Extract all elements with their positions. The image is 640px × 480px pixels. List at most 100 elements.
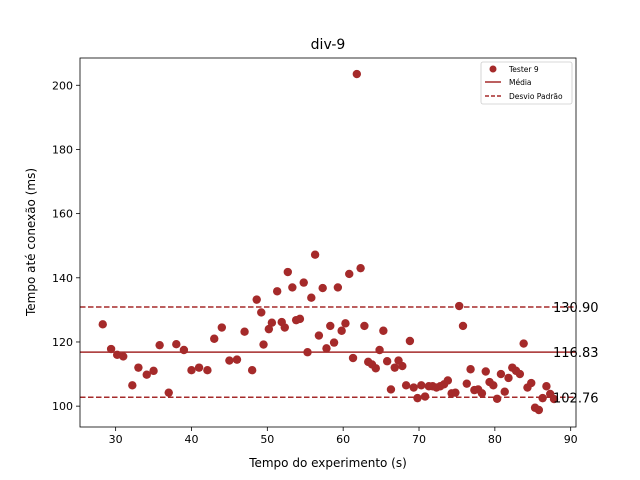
scatter-point	[405, 336, 415, 346]
x-axis-label: Tempo do experimento (s)	[248, 456, 407, 470]
scatter-point	[247, 366, 257, 375]
scatter-point	[341, 319, 350, 328]
scatter-point	[179, 345, 189, 355]
legend-label-tester: Tester 9	[508, 65, 539, 74]
std-lower-line-label: 102.76	[553, 391, 599, 406]
scatter-point	[203, 366, 212, 375]
scatter-point	[259, 340, 268, 349]
scatter-point	[314, 331, 324, 340]
data-points	[98, 69, 559, 415]
legend-label-mean: Média	[509, 78, 532, 87]
scatter-point	[409, 383, 418, 392]
scatter-point	[280, 323, 289, 332]
x-tick-label: 70	[412, 433, 426, 446]
scatter-point	[295, 314, 305, 324]
scatter-point	[500, 387, 509, 396]
scatter-point	[458, 321, 468, 331]
scatter-point	[106, 344, 116, 354]
scatter-point	[337, 326, 346, 335]
scatter-point	[420, 392, 430, 401]
scatter-point	[318, 283, 327, 293]
x-tick-label: 90	[564, 433, 578, 446]
y-axis-label: Tempo até conexão (ms)	[24, 168, 38, 317]
scatter-point	[194, 363, 204, 372]
scatter-point	[267, 318, 277, 327]
x-tick-label: 50	[260, 433, 274, 446]
scatter-point	[352, 69, 362, 79]
scatter-point	[155, 340, 164, 350]
scatter-point	[299, 278, 308, 287]
x-tick-label: 60	[336, 433, 350, 446]
y-tick-label: 120	[52, 336, 73, 349]
scatter-point	[504, 373, 513, 383]
scatter-point	[217, 323, 227, 332]
scatter-point	[477, 389, 487, 398]
scatter-point	[303, 348, 312, 357]
scatter-point	[333, 283, 343, 292]
legend-label-std: Desvio Padrão	[509, 92, 563, 101]
scatter-point	[382, 357, 392, 366]
scatter-point	[527, 378, 536, 388]
scatter-point	[519, 339, 528, 348]
std-upper-line-label: 130.90	[553, 301, 599, 316]
scatter-point	[134, 363, 143, 372]
scatter-point	[390, 363, 399, 372]
scatter-point	[119, 352, 128, 361]
plot-area	[80, 58, 576, 427]
scatter-point	[492, 394, 502, 403]
y-tick-label: 160	[52, 208, 73, 221]
scatter-point	[515, 369, 525, 379]
x-axis-ticks: 30 40 50 60 70 80 90	[109, 427, 578, 446]
scatter-point	[98, 320, 107, 329]
scatter-point	[379, 326, 388, 335]
scatter-point	[538, 393, 547, 403]
scatter-point	[348, 353, 358, 363]
scatter-point	[172, 340, 181, 349]
mean-line-label: 116.83	[553, 346, 599, 361]
scatter-point	[142, 370, 151, 379]
scatter-point	[451, 388, 460, 397]
scatter-point	[542, 382, 551, 391]
legend-box	[480, 61, 573, 105]
scatter-point	[283, 267, 293, 277]
scatter-point	[549, 394, 559, 404]
scatter-point	[210, 334, 219, 343]
scatter-point	[481, 367, 490, 376]
scatter-point	[356, 263, 365, 273]
scatter-point	[345, 269, 354, 279]
scatter-point	[371, 364, 380, 373]
scatter-point	[401, 381, 411, 390]
x-tick-label: 40	[184, 433, 198, 446]
scatter-point	[462, 379, 471, 388]
scatter-point	[252, 295, 261, 304]
scatter-point	[322, 344, 331, 353]
y-axis-ticks: 100 120 140 160 180 200	[52, 79, 80, 413]
y-tick-label: 100	[52, 400, 73, 413]
line-value-labels: 130.90 116.83 102.76	[553, 301, 599, 406]
chart-title: div-9	[311, 37, 346, 53]
scatter-point	[375, 345, 384, 355]
scatter-point	[360, 321, 369, 331]
scatter-point	[417, 381, 426, 390]
scatter-point	[164, 388, 173, 397]
scatter-point	[128, 381, 137, 390]
scatter-point	[257, 308, 266, 317]
scatter-point	[288, 283, 297, 292]
scatter-point	[307, 293, 316, 302]
scatter-point	[466, 365, 475, 374]
scatter-point	[272, 287, 282, 296]
scatter-point	[149, 366, 158, 376]
scatter-point	[413, 393, 422, 403]
y-tick-label: 180	[52, 143, 73, 156]
scatter-point	[386, 385, 396, 394]
y-tick-label: 200	[52, 79, 73, 92]
scatter-point	[240, 327, 249, 336]
scatter-point	[329, 338, 339, 347]
scatter-point	[232, 355, 242, 364]
y-tick-label: 140	[52, 272, 73, 285]
scatter-point	[534, 405, 544, 415]
scatter-point	[443, 376, 453, 385]
scatter-point	[489, 381, 498, 390]
x-tick-label: 30	[109, 433, 123, 446]
